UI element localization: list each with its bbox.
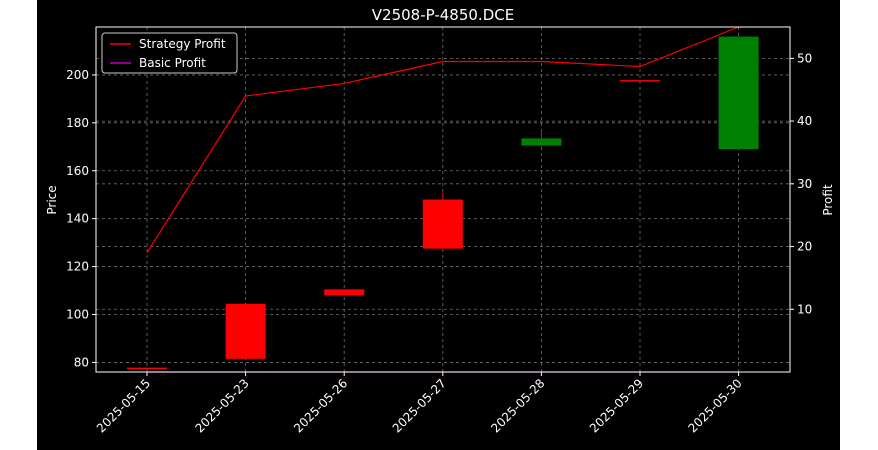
date-tick-label: 2025-05-29 (587, 376, 646, 435)
date-tick-label: 2025-05-27 (390, 376, 449, 435)
date-tick-label: 2025-05-15 (94, 376, 153, 435)
chart-title: V2508-P-4850.DCE (372, 6, 514, 24)
grid-lines (96, 27, 790, 372)
date-tick-label: 2025-05-26 (291, 376, 350, 435)
price-tick-label: 160 (66, 164, 89, 178)
price-tick-label: 180 (66, 116, 89, 130)
profit-tick-label: 20 (797, 240, 812, 254)
profit-tick-label: 30 (797, 177, 812, 191)
series-line (146, 26, 739, 254)
legend-label-strategy-profit: Strategy Profit (139, 37, 226, 51)
price-tick-label: 140 (66, 212, 89, 226)
profit-tick-label: 10 (797, 302, 812, 316)
chart-figure: V2508-P-4850.DCE 80 100 120 140 160 180 200 10… (37, 0, 840, 450)
price-tick-label: 200 (66, 68, 89, 82)
chart-svg: V2508-P-4850.DCE 80 100 120 140 160 180 200 10… (45, 6, 835, 435)
price-axis: 80 100 120 140 160 180 200 (66, 68, 96, 369)
date-tick-label: 2025-05-23 (193, 376, 252, 435)
profit-tick-label: 40 (797, 114, 812, 128)
date-axis: 2025-05-15 2025-05-23 2025-05-26 2025-05-27… (94, 372, 745, 435)
profit-axis: 10 20 30 40 50 (790, 51, 812, 316)
date-tick-label: 2025-05-28 (488, 376, 547, 435)
legend: Strategy Profit Basic Profit (101, 32, 238, 74)
legend-label-basic-profit: Basic Profit (139, 56, 206, 70)
candlesticks (127, 36, 759, 370)
candle-body (422, 199, 463, 249)
price-tick-label: 80 (74, 355, 89, 369)
candle-body (521, 138, 562, 146)
candle-body (718, 36, 759, 150)
date-tick-label: 2025-05-30 (686, 376, 745, 435)
profit-axis-label: Profit (821, 184, 835, 216)
price-tick-label: 120 (66, 260, 89, 274)
legend-box (101, 32, 238, 74)
candle-body (225, 303, 266, 359)
price-tick-label: 100 (66, 308, 89, 322)
profit-tick-label: 50 (797, 51, 812, 65)
candle-body (324, 289, 365, 296)
price-axis-label: Price (45, 185, 59, 214)
